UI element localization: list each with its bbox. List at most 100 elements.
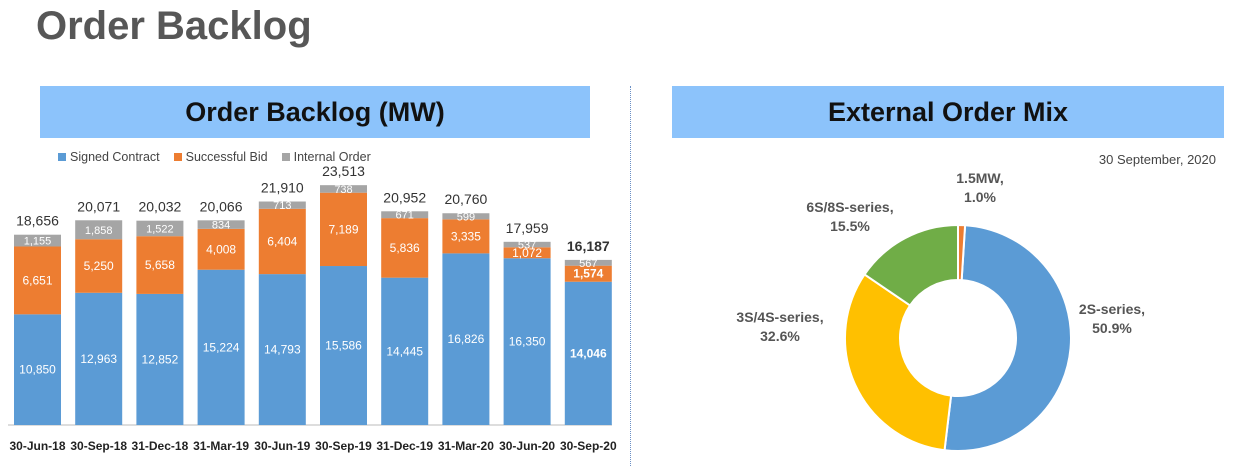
bar-value-label: 1,522 bbox=[146, 223, 174, 235]
bar-value-label: 16,350 bbox=[509, 335, 546, 349]
backlog-chart-title: Order Backlog (MW) bbox=[40, 86, 590, 138]
x-tick-label: 30-Sep-19 bbox=[315, 439, 372, 453]
bar-segment bbox=[503, 258, 551, 425]
bar-total-label: 20,952 bbox=[383, 189, 426, 205]
legend-label-internal-order: Internal Order bbox=[293, 150, 371, 164]
bar-total-label: 20,032 bbox=[138, 199, 181, 215]
bar-segment bbox=[75, 220, 123, 240]
bar-value-label: 537 bbox=[518, 240, 536, 252]
bar-value-label: 671 bbox=[396, 210, 414, 222]
bar-segment bbox=[14, 234, 61, 247]
slice-label: 2S-series, bbox=[1079, 301, 1145, 317]
x-tick-label: 31-Dec-18 bbox=[132, 439, 189, 453]
legend-label-successful-bid: Successful Bid bbox=[185, 150, 268, 164]
legend-item-successful-bid: Successful Bid bbox=[173, 150, 268, 164]
bar-total-label: 16,187 bbox=[567, 238, 610, 254]
backlog-legend: Signed Contract Successful Bid Internal … bbox=[58, 150, 371, 164]
bar-value-label: 16,826 bbox=[448, 332, 485, 346]
bar-segment bbox=[381, 277, 429, 425]
slice-percent-label: 50.9% bbox=[1092, 320, 1132, 336]
bar-value-label: 10,850 bbox=[19, 363, 56, 377]
donut-slice bbox=[943, 224, 1072, 452]
bar-segment bbox=[564, 281, 612, 425]
x-tick-label: 31-Mar-20 bbox=[438, 439, 494, 453]
bar-value-label: 6,404 bbox=[267, 234, 297, 248]
bar-value-label: 14,046 bbox=[570, 346, 607, 360]
x-tick-label: 30-Sep-20 bbox=[560, 439, 617, 453]
bar-segment bbox=[136, 293, 184, 425]
bar-value-label: 3,335 bbox=[451, 229, 481, 243]
bar-value-label: 738 bbox=[334, 184, 352, 196]
bar-segment bbox=[258, 274, 306, 425]
bar-value-label: 1,574 bbox=[573, 267, 603, 281]
slice-label: 6S/8S-series, bbox=[806, 199, 893, 215]
bar-segment bbox=[197, 269, 245, 425]
slice-label: 1.5MW, bbox=[956, 170, 1003, 186]
bar-value-label: 15,586 bbox=[325, 339, 362, 353]
order-mix-date: 30 September, 2020 bbox=[1098, 152, 1216, 167]
bar-value-label: 5,836 bbox=[390, 241, 420, 255]
legend-swatch-signed-contract bbox=[58, 153, 66, 161]
legend-item-internal-order: Internal Order bbox=[281, 150, 371, 164]
x-tick-label: 30-Jun-19 bbox=[254, 439, 310, 453]
bar-segment bbox=[320, 192, 367, 267]
bar-segment bbox=[381, 211, 429, 219]
bar-segment bbox=[442, 213, 490, 220]
bar-value-label: 1,858 bbox=[85, 225, 113, 237]
bar-value-label: 5,658 bbox=[145, 258, 175, 272]
bar-segment bbox=[136, 236, 184, 294]
bar-segment bbox=[564, 265, 612, 282]
bar-total-label: 20,760 bbox=[444, 191, 487, 207]
legend-label-signed-contract: Signed Contract bbox=[70, 150, 160, 164]
bar-total-label: 18,656 bbox=[16, 213, 59, 229]
slice-label: 3S/4S-series, bbox=[736, 309, 823, 325]
donut-slice bbox=[957, 223, 967, 282]
bar-segment bbox=[442, 219, 490, 254]
bar-segment bbox=[258, 201, 306, 209]
bar-value-label: 599 bbox=[457, 211, 475, 223]
bar-segment bbox=[442, 253, 490, 425]
bar-value-label: 7,189 bbox=[328, 222, 358, 236]
legend-item-signed-contract: Signed Contract bbox=[58, 150, 160, 164]
bar-segment bbox=[258, 208, 306, 275]
x-tick-label: 31-Mar-19 bbox=[193, 439, 249, 453]
slice-percent-label: 15.5% bbox=[830, 218, 870, 234]
bar-segment bbox=[14, 246, 61, 315]
legend-swatch-internal-order bbox=[281, 153, 290, 161]
bar-value-label: 713 bbox=[273, 200, 291, 212]
bar-value-label: 14,793 bbox=[264, 343, 301, 357]
bar-value-label: 4,008 bbox=[206, 242, 236, 256]
legend-swatch-successful-bid bbox=[173, 153, 182, 161]
bar-segment bbox=[75, 239, 123, 293]
donut-slice bbox=[844, 273, 953, 452]
bar-segment bbox=[503, 247, 551, 259]
bar-total-label: 20,071 bbox=[77, 198, 120, 214]
bar-segment bbox=[320, 185, 367, 193]
bar-value-label: 6,651 bbox=[22, 273, 52, 287]
x-tick-label: 30-Jun-18 bbox=[9, 439, 65, 453]
bar-value-label: 12,963 bbox=[80, 352, 117, 366]
page-title: Order Backlog bbox=[36, 4, 312, 48]
bar-value-label: 14,445 bbox=[386, 344, 423, 358]
bar-segment bbox=[75, 292, 123, 425]
x-tick-label: 30-Sep-18 bbox=[70, 439, 127, 453]
x-tick-label: 30-Jun-20 bbox=[499, 439, 555, 453]
x-tick-label: 31-Dec-19 bbox=[376, 439, 433, 453]
panel-divider bbox=[630, 86, 631, 466]
bar-segment bbox=[564, 259, 612, 266]
bar-total-label: 17,959 bbox=[506, 220, 549, 236]
bar-segment bbox=[136, 220, 184, 237]
bar-value-label: 1,155 bbox=[24, 236, 52, 248]
bar-value-label: 15,224 bbox=[203, 340, 240, 354]
slice-percent-label: 32.6% bbox=[760, 328, 800, 344]
bar-total-label: 21,910 bbox=[261, 180, 304, 196]
bar-total-label: 23,513 bbox=[322, 163, 365, 179]
bar-value-label: 1,072 bbox=[512, 246, 542, 260]
bar-segment bbox=[381, 218, 429, 278]
bar-segment bbox=[14, 314, 61, 425]
slice-percent-label: 1.0% bbox=[964, 189, 996, 205]
bar-value-label: 834 bbox=[212, 220, 230, 232]
bar-segment bbox=[197, 228, 245, 270]
